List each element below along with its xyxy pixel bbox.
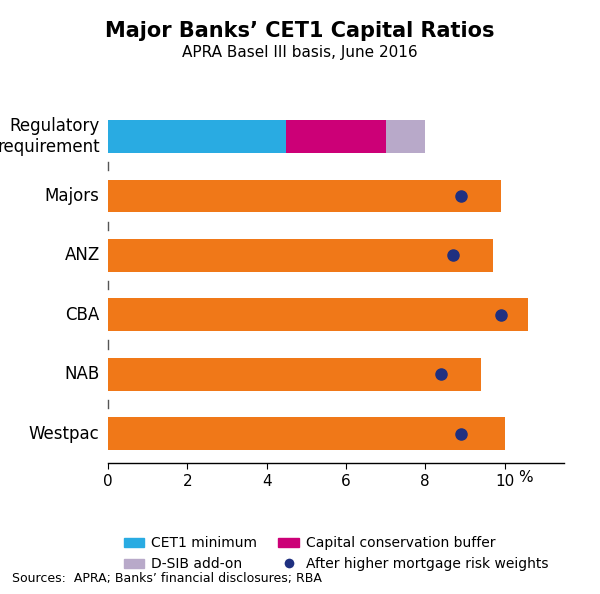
Bar [386, 121, 425, 153]
Bar [108, 179, 500, 213]
Text: Major Banks’ CET1 Capital Ratios: Major Banks’ CET1 Capital Ratios [105, 21, 495, 41]
Bar [108, 358, 481, 391]
Bar [108, 418, 505, 450]
Text: APRA Basel III basis, June 2016: APRA Basel III basis, June 2016 [182, 45, 418, 59]
Bar [286, 121, 386, 153]
Bar [108, 299, 529, 331]
Text: %: % [518, 470, 533, 485]
Bar [108, 239, 493, 272]
Text: Sources:  APRA; Banks’ financial disclosures; RBA: Sources: APRA; Banks’ financial disclosu… [12, 572, 322, 585]
Legend: CET1 minimum, D-SIB add-on, Capital conservation buffer, After higher mortgage r: CET1 minimum, D-SIB add-on, Capital cons… [118, 531, 554, 577]
Bar [108, 121, 286, 153]
